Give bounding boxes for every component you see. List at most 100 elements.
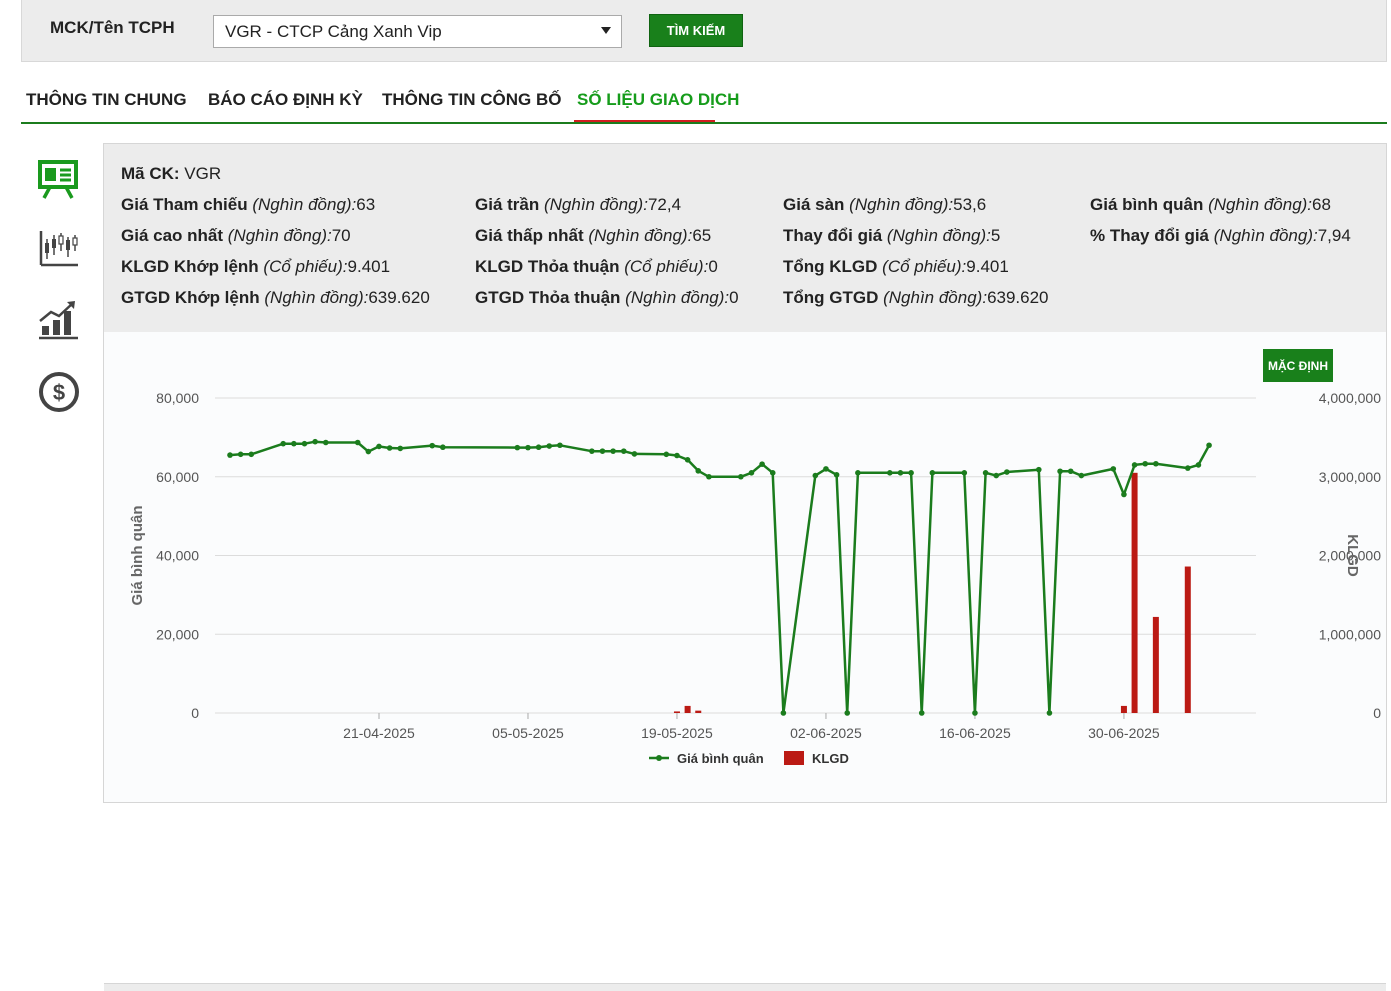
price-point [1206,442,1212,449]
price-point [1131,462,1138,468]
price-point [1121,491,1127,498]
price-point [440,444,446,451]
search-button[interactable]: TÌM KIẾM [649,14,743,47]
chevron-down-icon [601,27,611,34]
price-point [227,452,233,458]
search-label: MCK/Tên TCPH [50,18,175,37]
info-matched-volume: KLGD Khớp lệnh (Cổ phiếu):9.401 [121,257,391,276]
y-right-tick-label: 0 [1373,705,1381,721]
price-point [620,448,627,454]
tab-trading-data[interactable]: SỐ LIỆU GIAO DỊCH [577,90,740,109]
default-zoom-button[interactable]: MẶC ĐỊNH [1263,349,1333,382]
svg-text:$: $ [53,380,65,405]
price-point [1184,465,1191,471]
y-right-axis-title: KLGD [1344,534,1361,577]
price-point [376,443,382,450]
x-tick-label: 19-05-2025 [641,725,713,741]
presentation-icon[interactable] [36,157,82,203]
price-point [1195,462,1202,468]
price-point [993,472,1000,479]
search-bar: MCK/Tên TCPH VGR - CTCP Cảng Xanh Vip TÌ… [21,0,1387,62]
price-point [908,470,914,476]
info-high-price: Giá cao nhất (Nghìn đồng):70 [121,226,351,245]
volume-bar [1152,616,1159,713]
price-point [1153,460,1159,467]
price-point [748,470,755,476]
active-tab-indicator [574,120,715,122]
price-point [322,439,329,446]
y-left-tick-label: 40,000 [156,548,199,564]
growth-chart-icon[interactable] [36,297,82,343]
info-price-change: Thay đổi giá (Nghìn đồng):5 [783,226,1001,245]
legend-line-marker [656,755,662,761]
price-point [280,440,287,447]
price-point [706,473,712,480]
info-negotiated-value: GTGD Thỏa thuận (Nghìn đồng):0 [475,288,739,307]
price-point [1078,472,1085,479]
price-point [961,470,968,476]
price-volume-chart: 0 0 20,000 1,000,000 40,000 2,000,000 60,000 3,… [129,390,1381,766]
candlestick-chart-icon[interactable] [36,225,82,271]
price-point [631,451,638,457]
x-tick-label: 05-05-2025 [492,725,564,741]
x-tick-label: 02-06-2025 [790,725,862,741]
price-point [610,448,616,454]
price-point [354,439,361,446]
price-point [738,473,744,480]
stock-code: VGR [184,164,222,183]
price-point [897,470,904,476]
y-left-tick-label: 80,000 [156,390,199,406]
y-left-tick-label: 0 [191,705,199,721]
panel-bottom-strip [104,983,1386,991]
tab-disclosures[interactable]: THÔNG TIN CÔNG BỐ [382,90,562,109]
price-point [1036,466,1042,473]
price-point [365,448,372,455]
trading-info-box: Mã CK: VGR Giá Tham chiếu (Nghìn đồng):6… [104,144,1386,332]
price-point [769,470,776,476]
legend-bar-swatch [784,751,804,765]
info-pct-change: % Thay đổi giá (Nghìn đồng):7,94 [1090,226,1351,245]
trading-data-panel: Mã CK: VGR Giá Tham chiếu (Nghìn đồng):6… [103,143,1387,991]
price-point [599,448,606,454]
price-point [972,710,978,716]
price-point [663,451,670,458]
price-point [1004,469,1010,475]
volume-bar [1184,566,1191,713]
price-point [386,445,393,451]
y-right-tick-label: 1,000,000 [1319,626,1381,642]
tab-bar: THÔNG TIN CHUNG BÁO CÁO ĐỊNH KỲ THÔNG TI… [21,80,1387,124]
price-point [929,470,936,476]
price-point [301,440,308,447]
price-point [759,461,765,467]
dollar-coin-icon[interactable]: $ [36,369,82,415]
price-point [1046,710,1053,716]
legend-volume-label: KLGD [812,751,849,766]
tab-general-info[interactable]: THÔNG TIN CHUNG [26,90,187,109]
info-avg-price: Giá bình quân (Nghìn đồng):68 [1090,195,1331,214]
y-right-tick-label: 2,000,000 [1319,548,1381,564]
price-point [589,448,595,454]
price-point [1057,468,1063,475]
stock-select[interactable]: VGR - CTCP Cảng Xanh Vip [213,15,622,48]
info-matched-value: GTGD Khớp lệnh (Nghìn đồng):639.620 [121,288,430,307]
price-point [823,466,829,472]
price-point [918,710,925,716]
volume-bar [695,710,702,713]
y-right-tick-label: 4,000,000 [1319,390,1381,406]
price-point [525,444,531,451]
y-left-axis-title: Giá bình quân [129,506,146,606]
y-left-tick-label: 20,000 [156,626,199,642]
price-point [291,440,297,447]
info-floor-price: Giá sàn (Nghìn đồng):53,6 [783,195,987,214]
info-negotiated-volume: KLGD Thỏa thuận (Cổ phiếu):0 [475,257,718,276]
price-line [229,440,1211,715]
price-point [982,470,989,476]
x-tick-label: 16-06-2025 [939,725,1011,741]
x-tick-label: 21-04-2025 [343,725,415,741]
price-point [674,452,680,459]
price-point [844,710,851,716]
tab-periodic-reports[interactable]: BÁO CÁO ĐỊNH KỲ [208,90,363,109]
x-tick-label: 30-06-2025 [1088,725,1160,741]
price-point [429,442,436,449]
price-point [1067,468,1074,475]
